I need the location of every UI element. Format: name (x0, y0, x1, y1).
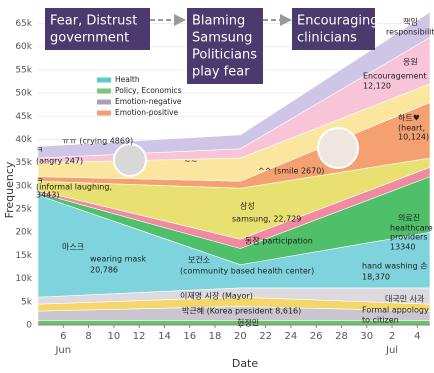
header-box (292, 8, 375, 50)
header-text: Blaming (192, 14, 245, 29)
x-tick-label: 8 (85, 331, 91, 342)
legend-swatch (97, 99, 111, 105)
legend-swatch (97, 110, 111, 116)
annotation: responsibility (386, 28, 434, 37)
x-axis-title: Date (232, 357, 259, 370)
legend-label: Emotion-negative (115, 97, 182, 106)
annotation: (informal laughing, (36, 183, 112, 192)
x-tick-label: 26 (310, 331, 323, 342)
annotation: ~~ (184, 157, 197, 166)
annotation: 20,786 (90, 266, 118, 275)
y-tick-label: 20k (15, 228, 32, 238)
x-tick-label: 4 (414, 331, 420, 342)
header-box (187, 8, 263, 84)
x-tick-label: 6 (60, 331, 66, 342)
y-tick-label: 55k (15, 65, 32, 75)
annotation: ㅋ (36, 177, 43, 186)
annotation: 박근혜 (Korea president 8,616) (182, 306, 301, 316)
x-tick-label: 28 (335, 331, 348, 342)
y-tick-label: 65k (15, 19, 32, 29)
annotation: 이재명 시장 (Mayor) (180, 291, 253, 301)
x-tick-label: 22 (259, 331, 272, 342)
x-tick-label: 20 (234, 331, 247, 342)
header-text: clinicians (297, 31, 357, 46)
annotation: 의료진 (398, 213, 420, 223)
y-tick-label: 15k (15, 251, 32, 261)
x-month-label: Jun (54, 345, 71, 356)
annotation: 책임 (403, 17, 418, 27)
annotation: (heart, (398, 124, 425, 133)
annotation: 13340 (390, 243, 415, 252)
x-tick-label: 10 (108, 331, 121, 342)
annotation: (angry 247) (36, 157, 83, 166)
annotation: 응원 (403, 58, 418, 67)
x-tick-label: 30 (360, 331, 373, 342)
header-box (45, 8, 150, 50)
header-text: Politicians (192, 48, 257, 63)
y-tick-label: 50k (15, 89, 32, 99)
header-text: Encouraging (297, 14, 378, 29)
legend-label: Policy, Economics (115, 86, 182, 95)
header-text: government (50, 31, 129, 46)
annotation: ㅋ (36, 146, 43, 155)
annotation: ㅠㅠ (crying 4869) (62, 137, 133, 146)
y-tick-label: 40k (15, 135, 32, 145)
annotation: Formal appology (362, 306, 429, 315)
y-tick-label: 25k (15, 205, 32, 215)
header-text: play fear (192, 65, 250, 80)
annotation: 삼성 (240, 201, 255, 211)
y-tick-label: 30k (15, 181, 32, 191)
legend-label: Emotion-positive (115, 108, 179, 117)
y-tick-label: 60k (15, 42, 32, 52)
annotation: to citizen (362, 316, 399, 325)
x-tick-label: 2 (389, 331, 395, 342)
annotation: 현정민 (237, 318, 259, 328)
y-tick-label: 10k (15, 274, 32, 284)
annotation: providers (390, 233, 428, 242)
annotation: hand washing 손 (362, 262, 428, 271)
annotation: samsung, 22,729 (232, 215, 301, 224)
annotation: 18,370 (362, 273, 390, 282)
annotation: 대국민 사과 (385, 294, 425, 304)
header-text: Fear, Distrust (50, 14, 137, 29)
annotation: ^^ (smile 2670) (258, 167, 324, 176)
annotation: Encouragement (363, 72, 427, 81)
annotation: 마스크 (62, 243, 84, 252)
y-axis-title: Frequency (3, 161, 16, 218)
x-tick-label: 12 (133, 331, 146, 342)
annotation: 12,120 (363, 82, 391, 91)
x-tick-label: 18 (209, 331, 222, 342)
x-month-label: Jul (385, 345, 398, 356)
annotation: 동참 participation (245, 236, 313, 246)
x-tick-label: 24 (285, 331, 298, 342)
x-tick-label: 16 (183, 331, 196, 342)
annotation: 10,124) (398, 133, 429, 142)
annotation: healthcare (390, 224, 433, 233)
annotation: 하트♥ (398, 113, 420, 123)
legend-swatch (97, 88, 111, 94)
photo (113, 143, 147, 177)
x-tick-label: 14 (158, 331, 171, 342)
annotation: wearing mask (90, 255, 146, 264)
legend-label: Health (115, 75, 140, 84)
annotation: (community based health center) (180, 267, 314, 276)
photo (317, 127, 359, 169)
header-text: Samsung (192, 31, 252, 46)
area (37, 11, 431, 159)
y-tick-label: 45k (15, 112, 32, 122)
annotation: 보건소 (188, 255, 210, 265)
y-tick-label: 0 (26, 321, 32, 331)
y-tick-label: 35k (15, 158, 32, 168)
y-tick-label: 5k (21, 297, 33, 307)
legend-swatch (97, 77, 111, 83)
annotation: 3443) (36, 191, 59, 200)
